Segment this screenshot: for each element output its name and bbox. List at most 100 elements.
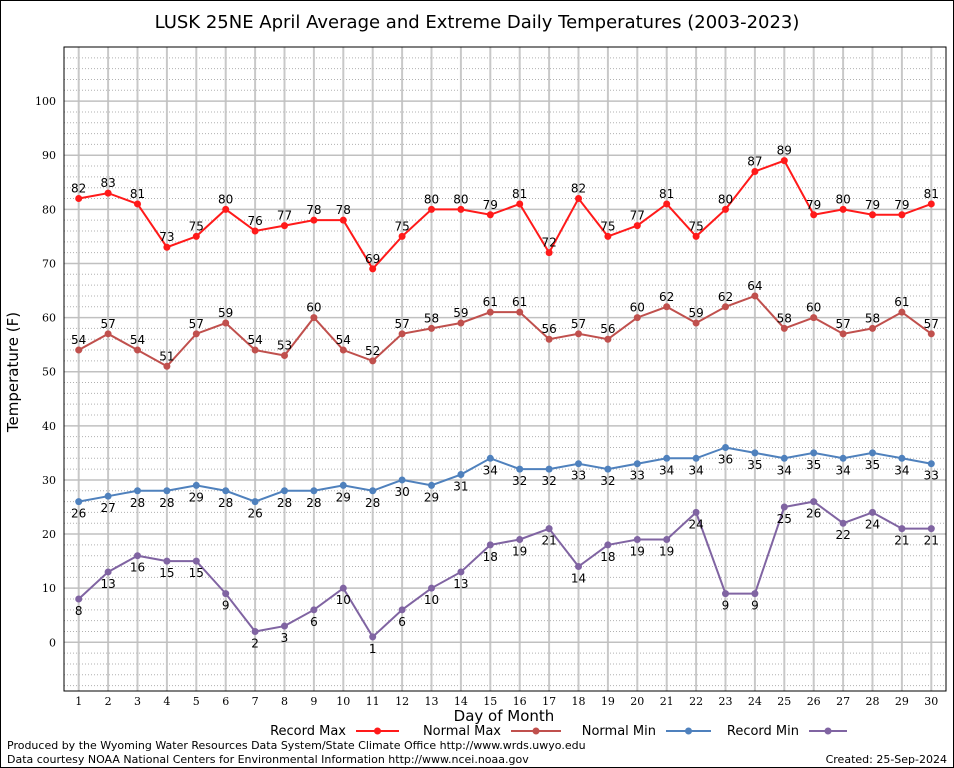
data-point-record-max [898,211,906,219]
data-point-normal-min [927,460,935,468]
data-label-record-min: 18 [483,550,498,564]
x-tick-label: 12 [395,695,409,708]
data-label-normal-min: 29 [336,490,351,504]
legend-item-normal-min: Normal Min [582,724,711,739]
data-label-record-min: 19 [659,544,674,558]
data-label-record-min: 10 [424,593,439,607]
data-point-normal-max [780,324,788,332]
data-point-normal-min [134,487,141,495]
data-point-record-min [104,568,112,576]
data-label-record-max: 75 [394,219,409,233]
data-point-normal-max [251,346,259,354]
data-label-normal-min: 33 [630,469,645,483]
data-label-record-max: 81 [659,187,674,201]
data-label-normal-max: 57 [100,317,115,331]
data-label-normal-min: 32 [512,474,527,488]
data-label-record-max: 81 [924,187,939,201]
data-point-record-min [722,590,729,598]
series-line-normal-min [78,446,932,503]
data-point-normal-min [310,487,318,495]
data-label-record-max: 73 [159,230,174,244]
data-point-normal-min [869,449,876,457]
data-point-normal-min [163,487,171,495]
data-label-record-max: 80 [453,192,468,206]
y-tick-label: 50 [42,366,56,379]
data-label-normal-min: 26 [71,507,86,521]
x-tick-label: 22 [689,695,703,708]
series-record-max [75,157,935,273]
data-point-record-min [780,503,788,511]
data-point-record-min [663,535,671,543]
data-point-normal-max [104,330,112,338]
data-label-record-max: 76 [247,214,262,228]
data-point-record-max [545,249,553,257]
data-point-normal-min [104,492,112,500]
data-point-record-min [575,563,582,571]
data-point-normal-min [398,476,406,484]
data-point-record-max [516,200,524,208]
data-point-record-min [222,590,230,598]
x-tick-label: 26 [807,695,821,708]
y-tick-label: 100 [35,95,56,108]
data-label-normal-min: 36 [718,452,733,466]
legend-item-record-min: Record Min [727,724,847,739]
data-point-normal-max [192,330,200,338]
data-point-normal-max [663,303,671,311]
data-point-normal-min [780,454,788,462]
data-courtesy-note: Data courtesy NOAA National Centers for … [7,753,529,766]
x-tick-label: 28 [866,695,880,708]
data-label-normal-max: 57 [835,317,850,331]
data-point-record-min [839,519,847,527]
x-tick-label: 14 [454,695,468,708]
data-point-record-min [486,541,494,549]
data-point-record-max [927,200,935,208]
data-point-normal-min [604,465,612,473]
data-label-normal-min: 31 [453,480,468,494]
x-tick-label: 19 [601,695,615,708]
data-point-normal-min [751,449,759,457]
data-label-record-max: 78 [336,203,351,217]
data-label-record-max: 80 [218,192,233,206]
data-point-record-min [163,557,171,565]
data-label-record-min: 6 [398,615,406,629]
data-label-normal-max: 57 [394,317,409,331]
data-label-normal-max: 59 [218,306,233,320]
data-label-normal-max: 58 [777,311,792,325]
legend-label: Record Min [727,724,799,739]
data-point-normal-min [810,449,818,457]
data-label-record-min: 25 [777,512,792,526]
data-point-normal-min [839,454,847,462]
axes-box [63,46,947,692]
x-tick-label: 4 [163,695,170,708]
legend-swatch-marker [374,727,381,735]
legend-item-normal-max: Normal Max [423,724,561,739]
data-label-record-max: 75 [600,219,615,233]
data-point-record-min [457,568,465,576]
data-label-normal-max: 60 [306,301,321,315]
data-label-normal-min: 28 [159,496,174,510]
data-point-record-min [751,590,759,598]
data-point-record-min [869,508,876,516]
series-normal-min [75,443,935,506]
data-label-normal-min: 28 [306,496,321,510]
legend-label: Normal Max [423,724,501,739]
data-label-record-min: 2 [251,636,259,650]
data-point-normal-max [163,362,171,370]
data-point-record-min [134,552,141,560]
data-point-record-min [369,633,377,641]
data-point-normal-max [692,319,700,327]
data-point-record-max [633,222,641,230]
x-tick-label: 13 [425,695,439,708]
data-label-normal-max: 54 [71,333,86,347]
data-label-normal-max: 57 [924,317,939,331]
legend: Record Max Normal Max Normal Min Record Min [270,724,847,739]
x-tick-label: 21 [660,695,674,708]
data-point-record-min [692,508,700,516]
data-point-record-max [663,200,671,208]
data-label-normal-min: 29 [424,490,439,504]
data-label-record-max: 83 [100,176,115,190]
data-label-normal-max: 54 [130,333,145,347]
data-label-record-min: 16 [130,561,145,575]
data-label-record-max: 77 [277,209,292,223]
